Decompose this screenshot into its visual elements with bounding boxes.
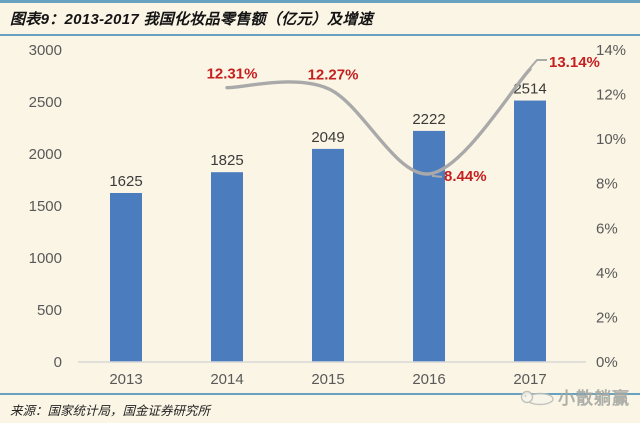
x-axis-label: 2013 xyxy=(109,371,142,388)
watermark: 小散躺赢 xyxy=(519,384,630,409)
x-axis-label: 2014 xyxy=(210,371,243,388)
footer-divider xyxy=(0,393,640,395)
growth-label-2014: 12.31% xyxy=(207,66,258,83)
bar-2017 xyxy=(514,100,546,362)
growth-line xyxy=(225,67,532,176)
x-axis-label: 2016 xyxy=(412,371,445,388)
left-axis-tick: 2000 xyxy=(29,146,62,163)
watermark-text: 小散躺赢 xyxy=(558,389,630,408)
bar-value-label: 1625 xyxy=(109,173,142,190)
bar-2014 xyxy=(211,172,243,362)
bar-value-label: 2049 xyxy=(311,129,344,146)
left-axis-tick: 500 xyxy=(37,302,62,319)
bar-value-label: 2514 xyxy=(513,81,546,98)
bar-2013 xyxy=(110,193,142,362)
bar-value-label: 1825 xyxy=(210,152,243,169)
left-axis-tick: 1000 xyxy=(29,250,62,267)
watermark-sheep-icon xyxy=(520,390,554,405)
right-axis-tick: 12% xyxy=(596,87,626,104)
right-axis-tick: 0% xyxy=(596,354,618,371)
right-axis-tick: 8% xyxy=(596,176,618,193)
right-axis-tick: 4% xyxy=(596,265,618,282)
bar-2015 xyxy=(312,148,344,362)
bar-2016 xyxy=(413,130,445,362)
bar-value-label: 2222 xyxy=(412,111,445,128)
source-note: 来源：国家统计局，国金证券研究所 xyxy=(10,404,211,418)
combo-chart-canvas: 0 500 1000 1500 2000 2500 3000 0% 2% 4% 6% 8% 10% 12%… xyxy=(29,42,626,388)
left-axis-tick: 3000 xyxy=(29,42,62,59)
x-axis-label: 2015 xyxy=(311,371,344,388)
right-axis-tick: 14% xyxy=(596,42,626,59)
right-axis-tick: 2% xyxy=(596,309,618,326)
growth-label-2017: 13.14% xyxy=(549,54,600,71)
chart-title-bar: 图表9：2013-2017 我国化妆品零售额（亿元）及增速 xyxy=(0,0,640,36)
left-axis-tick: 2500 xyxy=(29,94,62,111)
leader-line-2016 xyxy=(431,174,443,178)
right-axis-tick: 6% xyxy=(596,220,618,237)
left-axis-tick: 1500 xyxy=(29,198,62,215)
growth-label-2016: 8.44% xyxy=(444,168,487,185)
leader-line-2017 xyxy=(529,59,547,69)
growth-label-2015: 12.27% xyxy=(308,67,359,84)
x-axis-label: 2017 xyxy=(513,371,546,388)
left-axis-tick: 0 xyxy=(54,354,62,371)
right-axis-tick: 10% xyxy=(596,131,626,148)
chart-title: 图表9：2013-2017 我国化妆品零售额（亿元）及增速 xyxy=(10,11,373,28)
